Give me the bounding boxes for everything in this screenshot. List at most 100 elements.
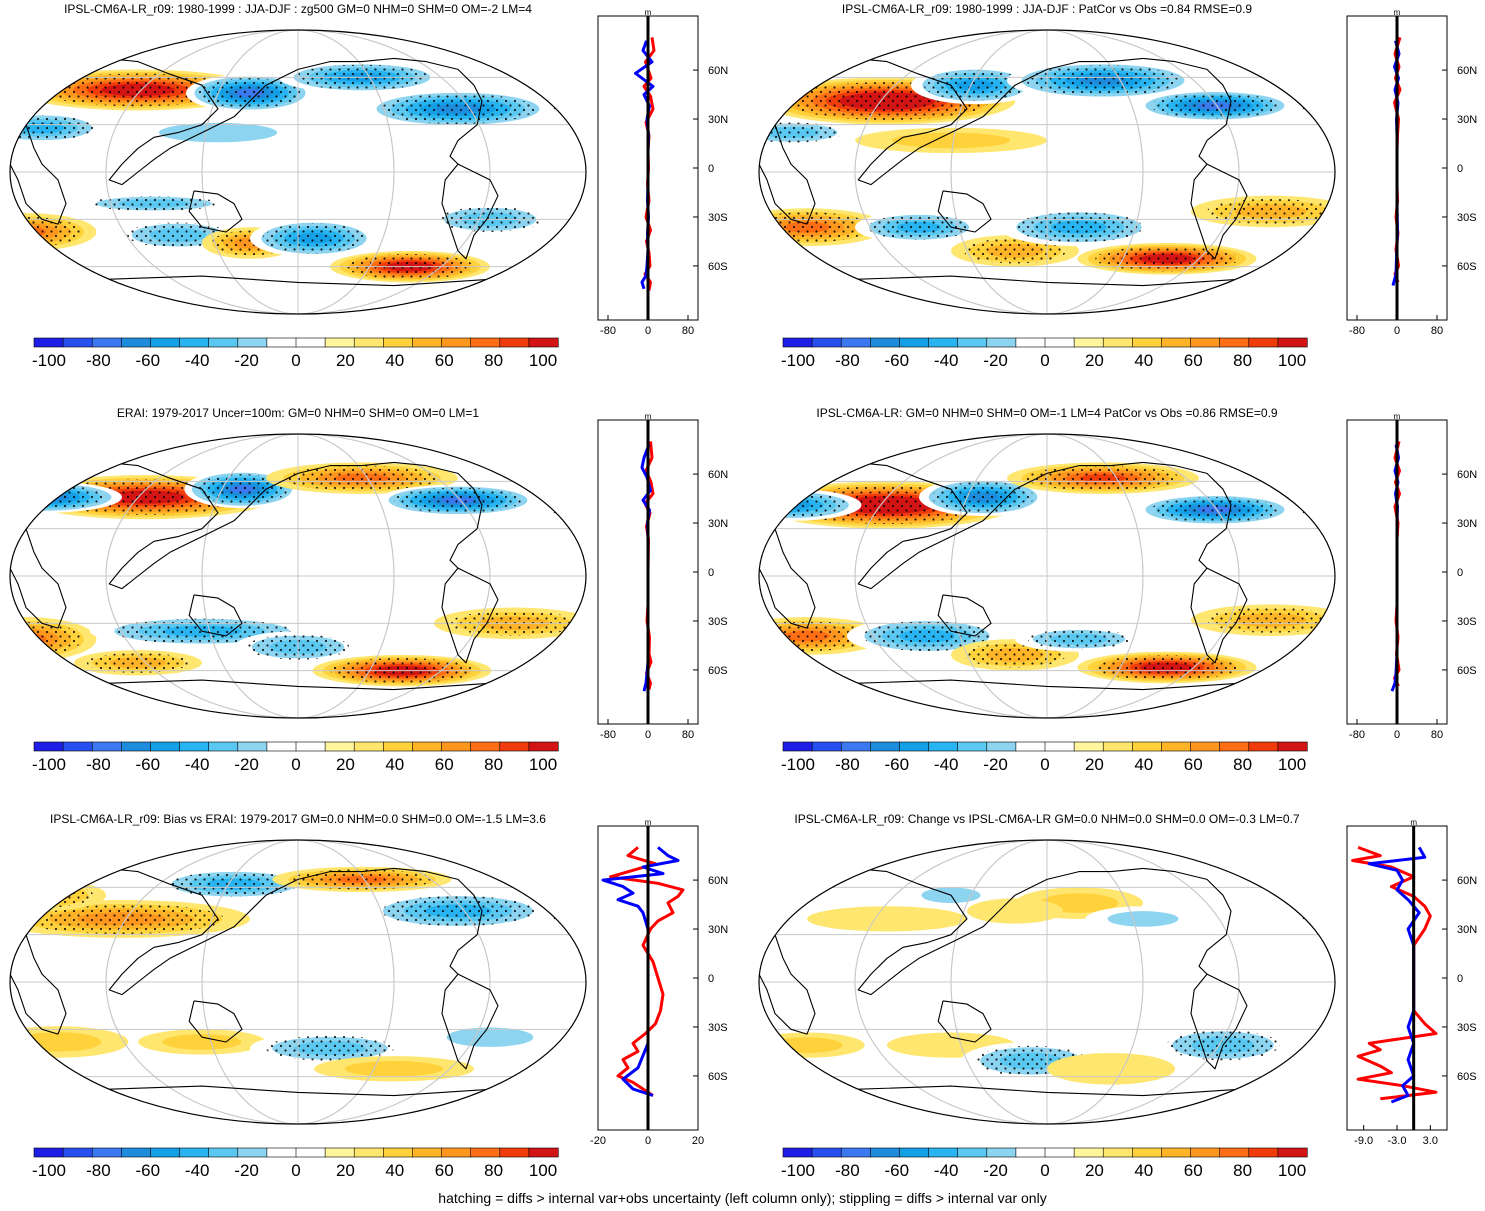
- colorbar-swatch: [470, 1147, 501, 1158]
- colorbar-swatch: [1161, 741, 1192, 752]
- colorbar-swatch: [353, 337, 384, 348]
- coastline: [1142, 867, 1232, 975]
- profile-lat-label: 60S: [1457, 665, 1477, 677]
- anomaly-contour: [1107, 911, 1179, 927]
- colorbar-swatch: [237, 337, 268, 348]
- colorbar-swatch: [957, 1147, 988, 1158]
- colorbar-swatch: [470, 741, 501, 752]
- profile-unit: m: [645, 818, 652, 827]
- longitude-gridline: [105, 840, 491, 1124]
- colorbar-tick-label: -100: [32, 755, 66, 774]
- anomaly-contour: [1047, 1053, 1175, 1085]
- profile-lat-label: 30N: [708, 114, 728, 126]
- profile-x-label: 80: [682, 729, 694, 741]
- profile-lat-label: 60N: [1457, 469, 1477, 481]
- profile-obs-line: [601, 846, 680, 1097]
- profile-unit: m: [645, 412, 652, 421]
- colorbar-swatch: [1277, 1147, 1308, 1158]
- anomaly-contour: [158, 122, 278, 143]
- colorbar-swatch: [499, 1147, 530, 1158]
- longitude-gridline: [950, 434, 1144, 718]
- profile-x-label: 0: [645, 1135, 651, 1147]
- colorbar-swatch: [150, 337, 181, 348]
- colorbar-tick-label: 60: [1184, 351, 1203, 370]
- stippling-region: [394, 487, 522, 513]
- colorbar-tick-label: 20: [1085, 1161, 1104, 1180]
- colorbar-swatch: [1102, 741, 1133, 752]
- colorbar-swatch: [928, 337, 959, 348]
- colorbar-swatch: [1073, 337, 1104, 348]
- stippling-region: [86, 652, 190, 673]
- colorbar-swatch: [840, 741, 871, 752]
- stippling-region: [863, 620, 991, 652]
- profile-lat-label: 30N: [1457, 924, 1477, 936]
- stippling-region: [759, 492, 848, 518]
- profile-lat-label: 30S: [708, 212, 728, 224]
- map-border: [9, 839, 587, 1125]
- colorbar-swatch: [1190, 337, 1221, 348]
- coastline: [1142, 461, 1232, 569]
- colorbar-tick-label: 100: [529, 1161, 557, 1180]
- colorbar-swatch: [237, 741, 268, 752]
- profile-lat-label: 60N: [708, 469, 728, 481]
- colorbar-swatch: [811, 1147, 842, 1158]
- zonal-profile: m 60N 30N 0 30S 60S -80 0 80: [1346, 8, 1477, 337]
- coastline: [393, 461, 483, 569]
- stippling-region: [90, 195, 218, 212]
- colorbar-swatch: [33, 337, 64, 348]
- profile-x-label: 0: [645, 325, 651, 337]
- longitude-gridline: [105, 30, 491, 314]
- colorbar-tick-label: -20: [983, 1161, 1008, 1180]
- zonal-profile: m 60N 30N 0 30S 60S -20 0 20: [590, 818, 728, 1147]
- coastline: [1142, 57, 1232, 165]
- profile-x-label: 0: [1394, 325, 1400, 337]
- stippling-region: [1026, 465, 1180, 491]
- colorbar-swatch: [33, 1147, 64, 1158]
- colorbar-swatch: [1161, 337, 1192, 348]
- map-panel-6: IPSL-CM6A-LR_r09: Change vs IPSL-CM6A-LR…: [758, 812, 1477, 1180]
- stippling-region: [170, 871, 298, 897]
- map-panel-2: IPSL-CM6A-LR_r09: 1980-1999 : JJA-DJF : …: [758, 2, 1477, 370]
- colorbar: -100 -80 -60 -40 -20 0 20 40 60 80 100: [32, 741, 559, 774]
- coastline: [1262, 449, 1304, 482]
- coastline: [766, 867, 1144, 996]
- profile-unit: m: [1410, 818, 1417, 827]
- colorbar-tick-label: -40: [185, 755, 210, 774]
- colorbar-swatch: [840, 1147, 871, 1158]
- profile-lat-label: 0: [708, 973, 714, 985]
- colorbar-tick-label: -100: [781, 1161, 815, 1180]
- colorbar-tick-label: -80: [835, 755, 860, 774]
- colorbar-swatch: [928, 1147, 959, 1158]
- zonal-profile: m 60N 30N 0 30S 60S -9.0 -3.0 3.0: [1346, 818, 1477, 1147]
- colorbar-swatch: [1015, 1147, 1046, 1158]
- colorbar-swatch: [324, 741, 355, 752]
- colorbar-tick-label: -20: [234, 1161, 259, 1180]
- colorbar-tick-label: -100: [32, 351, 66, 370]
- coastline: [17, 867, 395, 996]
- colorbar: -100 -80 -60 -40 -20 0 20 40 60 80 100: [781, 741, 1308, 774]
- colorbar-swatch: [1102, 1147, 1133, 1158]
- colorbar-swatch: [62, 741, 93, 752]
- stippling-region: [1207, 607, 1335, 633]
- colorbar-swatch: [870, 1147, 901, 1158]
- map-border: [758, 29, 1336, 315]
- colorbar-swatch: [1132, 741, 1163, 752]
- anomaly-contour: [25, 493, 59, 501]
- colorbar-swatch: [295, 741, 326, 752]
- colorbar-tick-label: -60: [136, 1161, 161, 1180]
- profile-lat-label: 0: [708, 567, 714, 579]
- colorbar-swatch: [870, 741, 901, 752]
- colorbar-swatch: [1015, 337, 1046, 348]
- coastline: [1262, 45, 1304, 78]
- longitude-gridline: [854, 434, 1240, 718]
- colorbar-swatch: [986, 741, 1017, 752]
- colorbar-swatch: [899, 741, 930, 752]
- colorbar: -100 -80 -60 -40 -20 0 20 40 60 80 100: [32, 337, 559, 370]
- coastline: [937, 594, 992, 637]
- zonal-profile: m 60N 30N 0 30S 60S -80 0 80: [597, 412, 728, 741]
- map-border: [9, 29, 587, 315]
- colorbar-swatch: [1132, 1147, 1163, 1158]
- profile-lat-label: 30S: [1457, 1022, 1477, 1034]
- coastline: [1190, 163, 1248, 260]
- colorbar-swatch: [237, 1147, 268, 1158]
